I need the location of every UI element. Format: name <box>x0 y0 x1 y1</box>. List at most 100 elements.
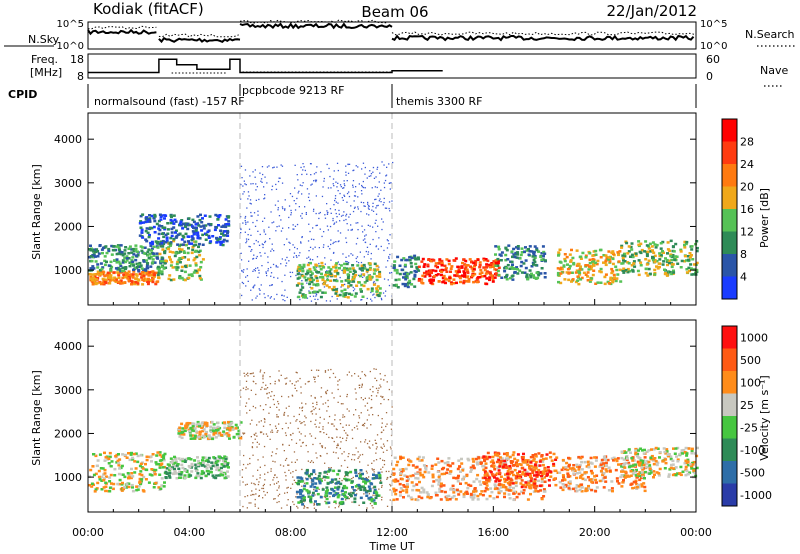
scatter-dot <box>364 441 366 443</box>
echo-cell <box>116 271 120 274</box>
echo-cell <box>437 480 441 483</box>
echo-cell <box>422 464 426 467</box>
echo-cell <box>651 255 654 259</box>
scatter-dot <box>289 380 291 382</box>
scatter-dot <box>383 460 386 462</box>
echo-cell <box>507 489 511 492</box>
echo-cell <box>344 495 348 499</box>
echo-cell <box>466 486 470 490</box>
scatter-dot <box>324 479 326 481</box>
echo-cell <box>352 489 356 492</box>
scatter-dot <box>293 415 295 418</box>
echo-cell <box>567 278 571 282</box>
echo-cell <box>485 457 489 461</box>
scatter-dot <box>249 457 251 460</box>
echo-cell <box>133 282 136 286</box>
echo-cell <box>131 260 135 264</box>
echo-cell <box>552 452 556 456</box>
scatter-dot <box>263 388 266 390</box>
echo-cell <box>172 214 176 217</box>
echo-cell <box>207 460 211 463</box>
echo-cell <box>473 263 477 266</box>
echo-cell <box>136 282 140 285</box>
echo-cell <box>159 215 163 218</box>
scatter-dot <box>246 207 248 209</box>
echo-cell <box>531 459 535 462</box>
scatter-dot <box>290 275 292 278</box>
scatter-dot <box>316 403 318 406</box>
echo-cell <box>408 256 412 259</box>
scatter-dot <box>293 503 295 506</box>
scatter-dot <box>364 405 366 407</box>
echo-cell <box>179 220 183 223</box>
echo-cell <box>157 219 161 223</box>
echo-cell <box>637 483 641 487</box>
echo-cell <box>153 219 157 223</box>
scatter-dot <box>334 197 337 200</box>
echo-cell <box>207 472 210 476</box>
echo-cell <box>127 476 130 480</box>
echo-cell <box>203 423 207 426</box>
echo-cell <box>601 473 605 477</box>
echo-cell <box>130 472 134 475</box>
scatter-dot <box>341 269 343 271</box>
echo-cell <box>459 470 462 473</box>
scatter-dot <box>284 208 286 210</box>
scatter-dot <box>337 240 339 243</box>
echo-cell <box>194 469 198 472</box>
echo-cell <box>430 464 434 468</box>
echo-cell <box>223 421 226 424</box>
echo-cell <box>404 467 408 471</box>
echo-cell <box>511 267 515 270</box>
scatter-dot <box>384 179 387 182</box>
scatter-dot <box>285 434 287 437</box>
echo-cell <box>529 455 533 459</box>
echo-cell <box>566 263 569 266</box>
echo-cell <box>91 273 95 276</box>
echo-cell <box>459 482 462 485</box>
echo-cell <box>125 257 129 260</box>
echo-cell <box>178 233 182 236</box>
echo-cell <box>194 430 198 433</box>
echo-cell <box>575 463 579 467</box>
echo-cell <box>374 269 377 272</box>
echo-cell <box>125 456 129 459</box>
scatter-dot <box>271 243 273 245</box>
echo-cell <box>619 475 623 479</box>
scatter-dot <box>362 399 364 401</box>
echo-cell <box>495 273 499 277</box>
scatter-dot <box>283 411 286 414</box>
echo-cell <box>197 250 201 254</box>
echo-cell <box>99 270 103 273</box>
echo-cell <box>422 475 426 479</box>
echo-cell <box>176 243 180 246</box>
echo-cell <box>96 250 100 253</box>
scatter-dot <box>300 392 302 394</box>
scatter-dot <box>240 228 242 231</box>
scatter-dot <box>272 167 274 169</box>
scatter-dot <box>358 504 360 506</box>
scatter-dot <box>338 379 341 381</box>
echo-cell <box>459 280 462 284</box>
echo-cell <box>409 262 413 265</box>
echo-cell <box>150 249 154 252</box>
echo-cell <box>575 484 579 487</box>
scatter-dot <box>375 459 378 461</box>
scatter-dot <box>247 238 250 241</box>
echo-cell <box>366 489 370 493</box>
scatter-dot <box>245 467 247 469</box>
scatter-dot <box>242 222 244 224</box>
echo-cell <box>92 473 96 477</box>
scatter-dot <box>354 191 356 193</box>
echo-cell <box>520 247 524 250</box>
echo-cell <box>473 272 477 276</box>
scatter-dot <box>307 460 309 462</box>
echo-cell <box>620 485 624 488</box>
echo-cell <box>419 491 423 494</box>
echo-cell <box>224 234 228 237</box>
scatter-dot <box>340 215 343 217</box>
noise-series <box>87 19 697 44</box>
echo-cell <box>583 472 587 475</box>
echo-cell <box>368 266 372 270</box>
echo-cell <box>182 433 186 436</box>
